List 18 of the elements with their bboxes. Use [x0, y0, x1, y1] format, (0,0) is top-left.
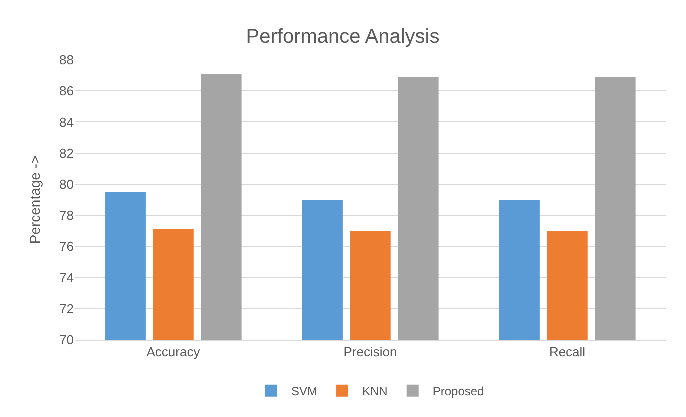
chart-title: Performance Analysis	[246, 26, 440, 48]
x-tick-label: Recall	[549, 344, 586, 360]
y-tick-label: 72	[60, 301, 74, 316]
y-axis-title: Percentage ->	[27, 156, 44, 244]
y-tick-label: 74	[60, 270, 74, 286]
y-tick-label: 70	[60, 332, 74, 348]
legend-label: Proposed	[432, 384, 484, 399]
y-tick-label: 78	[60, 208, 74, 224]
x-tick-label: Accuracy	[146, 344, 201, 360]
y-tick-label: 88	[60, 52, 74, 68]
y-tick-label: 86	[60, 84, 74, 99]
legend-label: KNN	[362, 384, 388, 399]
y-tick-label: 80	[60, 176, 74, 192]
x-tick-label: Precision	[344, 344, 398, 360]
legend-label: SVM	[292, 384, 318, 399]
y-tick-label: 76	[60, 239, 74, 254]
y-tick-label: 84	[60, 114, 74, 130]
y-tick-label: 82	[60, 146, 74, 161]
